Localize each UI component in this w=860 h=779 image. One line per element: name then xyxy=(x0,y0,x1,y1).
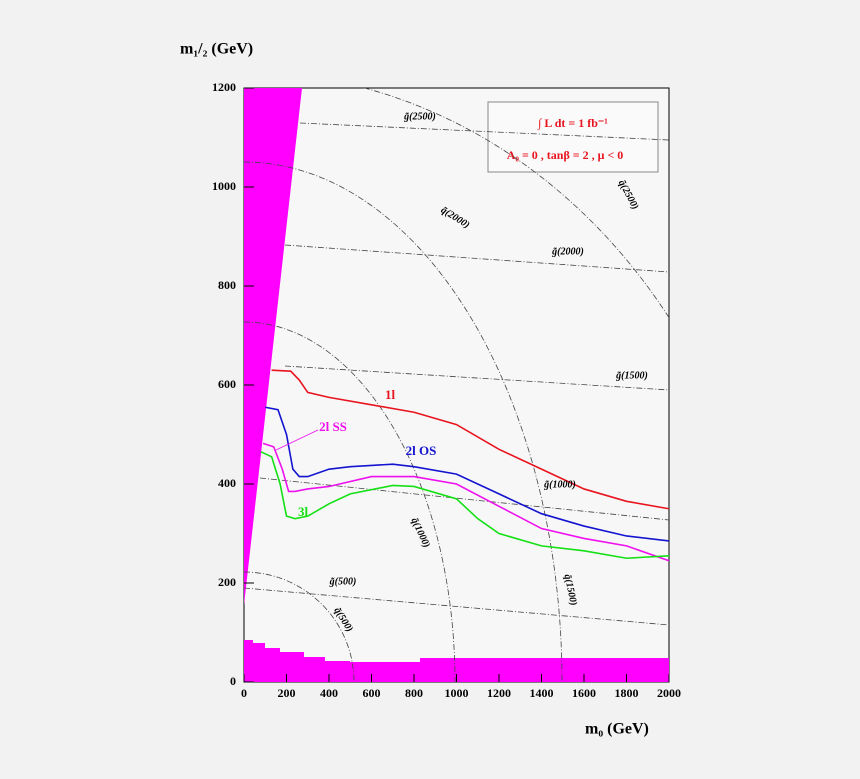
legend-box xyxy=(487,101,659,173)
squark-contour xyxy=(244,571,355,682)
gluino-contour xyxy=(299,122,669,141)
plot-area xyxy=(243,87,670,683)
gluino-contour xyxy=(244,587,669,626)
y-tick-label: 1200 xyxy=(212,80,236,94)
plot-layer xyxy=(244,88,669,682)
y-tick-label: 400 xyxy=(218,476,236,490)
series-line xyxy=(271,369,669,510)
contour-label: g̃(2000) xyxy=(551,246,584,257)
squark-contour xyxy=(244,161,563,682)
x-tick-label: 1400 xyxy=(530,686,554,700)
series-label: 3l xyxy=(298,504,309,519)
annotation: A₀ = 0 , tanβ = 2 , μ < 0 xyxy=(507,148,624,162)
x-tick-label: 1200 xyxy=(487,686,511,700)
y-tick-label: 200 xyxy=(218,575,236,589)
series-line xyxy=(265,406,669,542)
excluded-region xyxy=(244,640,669,682)
y-axis-label: m₁/₂ (GeV) xyxy=(180,41,253,58)
series-line xyxy=(260,451,669,560)
x-tick-label: 0 xyxy=(241,686,247,700)
series-line xyxy=(262,442,669,562)
x-tick-label: 1600 xyxy=(572,686,596,700)
y-tick-label: 0 xyxy=(230,674,236,688)
x-tick-label: 1000 xyxy=(445,686,469,700)
y-tick-label: 600 xyxy=(218,377,236,391)
x-tick-label: 800 xyxy=(405,686,423,700)
series-label: 2l SS xyxy=(319,419,347,434)
series-label: 1l xyxy=(385,387,396,402)
gluino-contour xyxy=(259,477,669,521)
contour-label: g̃(1500) xyxy=(615,370,648,381)
squark-contour xyxy=(244,321,456,682)
label-pointer xyxy=(275,429,319,451)
y-tick-label: 800 xyxy=(218,278,236,292)
x-tick-label: 600 xyxy=(363,686,381,700)
contour-label: g̃(500) xyxy=(329,576,357,587)
contour-label: g̃(1000) xyxy=(543,479,576,490)
x-tick-label: 1800 xyxy=(615,686,639,700)
excluded-region xyxy=(244,88,302,605)
x-tick-label: 2000 xyxy=(657,686,681,700)
x-tick-label: 400 xyxy=(320,686,338,700)
x-axis-label: m₀ (GeV) xyxy=(585,721,649,738)
gluino-contour xyxy=(284,365,669,391)
y-tick-label: 1000 xyxy=(212,179,236,193)
contour-label: g̃(2500) xyxy=(403,111,436,122)
gluino-contour xyxy=(284,244,669,273)
x-tick-label: 200 xyxy=(278,686,296,700)
annotation: ∫ L dt = 1 fb⁻¹ xyxy=(537,116,608,130)
series-label: 2l OS xyxy=(406,443,437,458)
